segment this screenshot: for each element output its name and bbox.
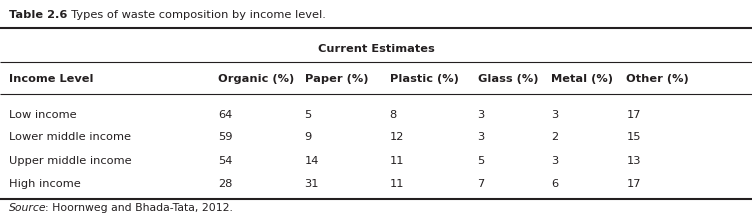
Text: 28: 28: [218, 179, 232, 189]
Text: 3: 3: [478, 132, 485, 143]
Text: 54: 54: [218, 156, 232, 166]
Text: 31: 31: [305, 179, 319, 189]
Text: 11: 11: [390, 179, 404, 189]
Text: 17: 17: [626, 110, 641, 120]
Text: Paper (%): Paper (%): [305, 74, 368, 85]
Text: 9: 9: [305, 132, 312, 143]
Text: 5: 5: [305, 110, 312, 120]
Text: 5: 5: [478, 156, 485, 166]
Text: Low income: Low income: [9, 110, 77, 120]
Text: Upper middle income: Upper middle income: [9, 156, 132, 166]
Text: Table 2.6: Table 2.6: [9, 10, 68, 20]
Text: 3: 3: [478, 110, 485, 120]
Text: Metal (%): Metal (%): [551, 74, 613, 85]
Text: 6: 6: [551, 179, 558, 189]
Text: Income Level: Income Level: [9, 74, 93, 85]
Text: 3: 3: [551, 110, 559, 120]
Text: 13: 13: [626, 156, 641, 166]
Text: : Hoornweg and Bhada-Tata, 2012.: : Hoornweg and Bhada-Tata, 2012.: [45, 203, 233, 213]
Text: Other (%): Other (%): [626, 74, 689, 85]
Text: Current Estimates: Current Estimates: [317, 44, 435, 54]
Text: Lower middle income: Lower middle income: [9, 132, 131, 143]
Text: 2: 2: [551, 132, 558, 143]
Text: 59: 59: [218, 132, 232, 143]
Text: 3: 3: [551, 156, 559, 166]
Text: Plastic (%): Plastic (%): [390, 74, 459, 85]
Text: 11: 11: [390, 156, 404, 166]
Text: 8: 8: [390, 110, 397, 120]
Text: 17: 17: [626, 179, 641, 189]
Text: 64: 64: [218, 110, 232, 120]
Text: Organic (%): Organic (%): [218, 74, 294, 85]
Text: High income: High income: [9, 179, 80, 189]
Text: 15: 15: [626, 132, 641, 143]
Text: 7: 7: [478, 179, 485, 189]
Text: 12: 12: [390, 132, 404, 143]
Text: 14: 14: [305, 156, 319, 166]
Text: Types of waste composition by income level.: Types of waste composition by income lev…: [64, 10, 326, 20]
Text: Glass (%): Glass (%): [478, 74, 538, 85]
Text: Source: Source: [9, 203, 47, 213]
